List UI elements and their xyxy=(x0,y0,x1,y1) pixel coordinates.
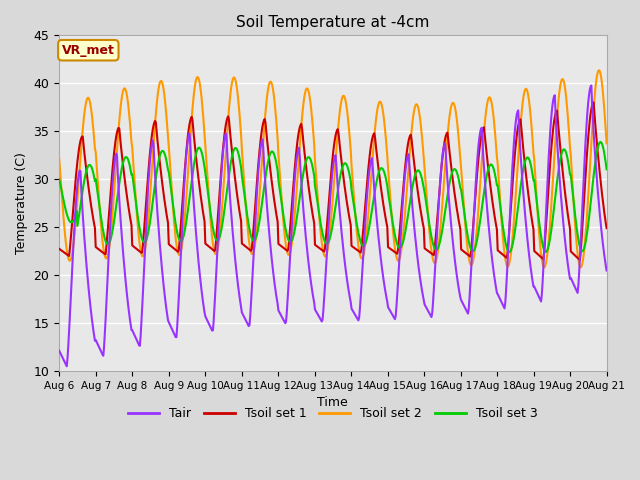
Text: VR_met: VR_met xyxy=(62,44,115,57)
Legend: Tair, Tsoil set 1, Tsoil set 2, Tsoil set 3: Tair, Tsoil set 1, Tsoil set 2, Tsoil se… xyxy=(123,402,543,425)
Y-axis label: Temperature (C): Temperature (C) xyxy=(15,152,28,254)
X-axis label: Time: Time xyxy=(317,396,348,409)
Title: Soil Temperature at -4cm: Soil Temperature at -4cm xyxy=(236,15,429,30)
